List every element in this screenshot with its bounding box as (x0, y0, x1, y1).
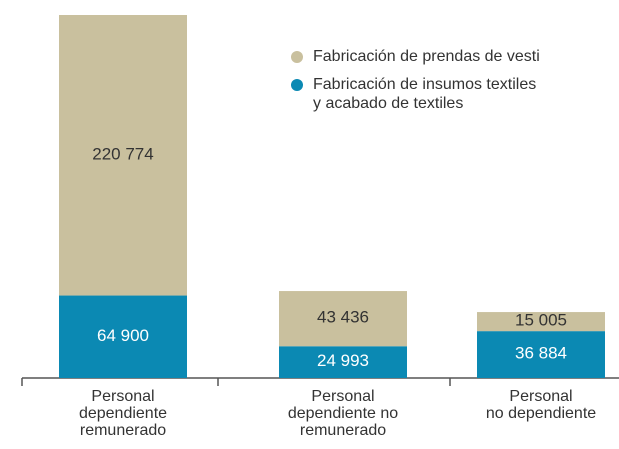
value-label: 220 774 (92, 145, 153, 164)
x-tick-label: Personal dependiente no remunerado (288, 388, 398, 439)
x-tick-label: Personal dependiente remunerado (79, 388, 167, 439)
value-label: 15 005 (515, 311, 567, 330)
x-tick-label: Personal no dependiente (486, 388, 596, 422)
legend-swatch (291, 79, 303, 91)
bar-segment (279, 291, 407, 347)
value-label: 43 436 (317, 308, 369, 327)
bar-segment (477, 331, 605, 378)
bar-segment (477, 312, 605, 332)
value-label: 36 884 (515, 344, 567, 363)
bar-segment (59, 295, 187, 378)
value-label: 64 900 (97, 326, 149, 345)
legend-swatch (291, 51, 303, 63)
legend-label: Fabricación de insumos textiles y acabado… (313, 76, 536, 112)
bar-segment (59, 15, 187, 296)
legend-label: Fabricación de prendas de vesti (313, 48, 540, 65)
bar-segment (279, 346, 407, 378)
value-label: 24 993 (317, 352, 369, 371)
